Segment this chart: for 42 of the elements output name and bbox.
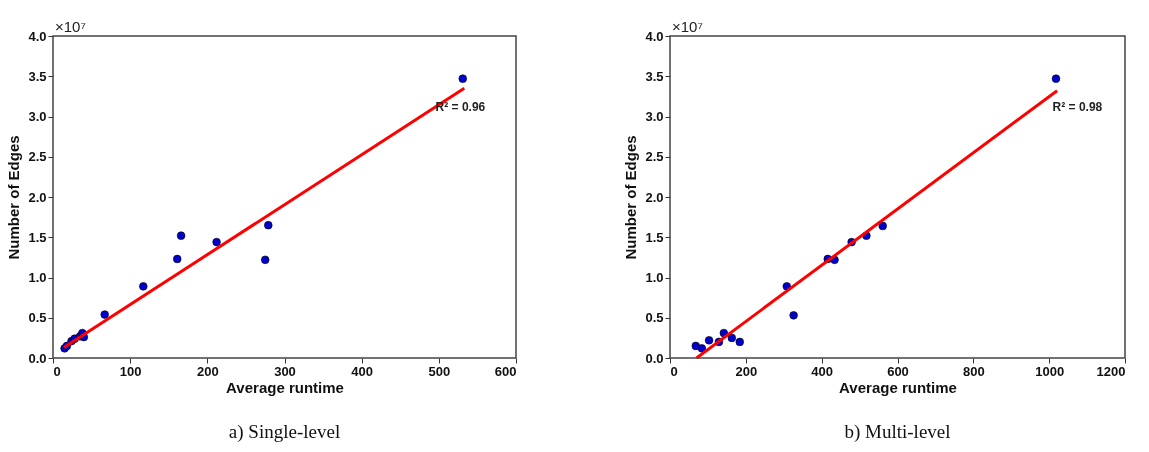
x-tick-label: 600 bbox=[494, 363, 517, 379]
x-tick-label: 800 bbox=[962, 363, 985, 379]
y-tick-label: 4.0 bbox=[28, 28, 47, 44]
x-tick-label: 0 bbox=[670, 363, 678, 379]
x-tick-label: 300 bbox=[274, 363, 296, 379]
x-tick-label: 0 bbox=[53, 363, 61, 379]
y-tick-label: 1.5 bbox=[645, 229, 664, 245]
y-tick-label: 0.0 bbox=[645, 350, 664, 366]
x-axis-title: Average runtime bbox=[226, 378, 344, 396]
y-tick-label: 1.0 bbox=[645, 270, 664, 285]
y-tick-label: 0.5 bbox=[28, 310, 47, 326]
x-tick-label: 200 bbox=[735, 363, 758, 379]
x-tick-label: 400 bbox=[811, 363, 834, 379]
x-tick-label: 500 bbox=[428, 363, 451, 379]
y-tick-label: 0.0 bbox=[28, 350, 47, 366]
y-axis-title: Number of Edges bbox=[5, 135, 23, 260]
y-tick-label: 3.0 bbox=[645, 109, 664, 124]
x-tick-label: 600 bbox=[887, 363, 909, 379]
x-tick-label: 1200 bbox=[1096, 363, 1126, 379]
annotation: R² = 0.96 bbox=[435, 99, 486, 114]
y-tick-label: 3.5 bbox=[28, 68, 47, 84]
text: b) Multi-level bbox=[844, 421, 951, 443]
y-tick-label: 2.5 bbox=[645, 149, 664, 165]
y-tick-label: 4.0 bbox=[645, 28, 664, 44]
text: ×10⁷ bbox=[672, 18, 703, 35]
y-tick-label: 1.5 bbox=[28, 229, 47, 245]
y-tick-label: 0.5 bbox=[645, 310, 664, 326]
x-tick-label: 400 bbox=[351, 363, 374, 379]
x-tick-label: 100 bbox=[119, 363, 142, 379]
y-axis-title: Number of Edges bbox=[622, 135, 640, 260]
annotation: R² = 0.98 bbox=[1052, 99, 1103, 114]
text: a) Single-level bbox=[228, 421, 341, 443]
y-tick-label: 2.0 bbox=[28, 189, 47, 205]
x-tick-label: 1000 bbox=[1035, 363, 1065, 379]
x-axis-title: Average runtime bbox=[839, 378, 957, 396]
y-tick-label: 1.0 bbox=[28, 270, 47, 285]
y-tick-label: 3.5 bbox=[645, 68, 664, 84]
x-tick-label: 200 bbox=[196, 363, 219, 379]
text: ×10⁷ bbox=[55, 18, 86, 35]
y-tick-label: 2.0 bbox=[645, 189, 664, 205]
y-tick-label: 2.5 bbox=[28, 149, 47, 165]
y-tick-label: 3.0 bbox=[28, 109, 47, 124]
